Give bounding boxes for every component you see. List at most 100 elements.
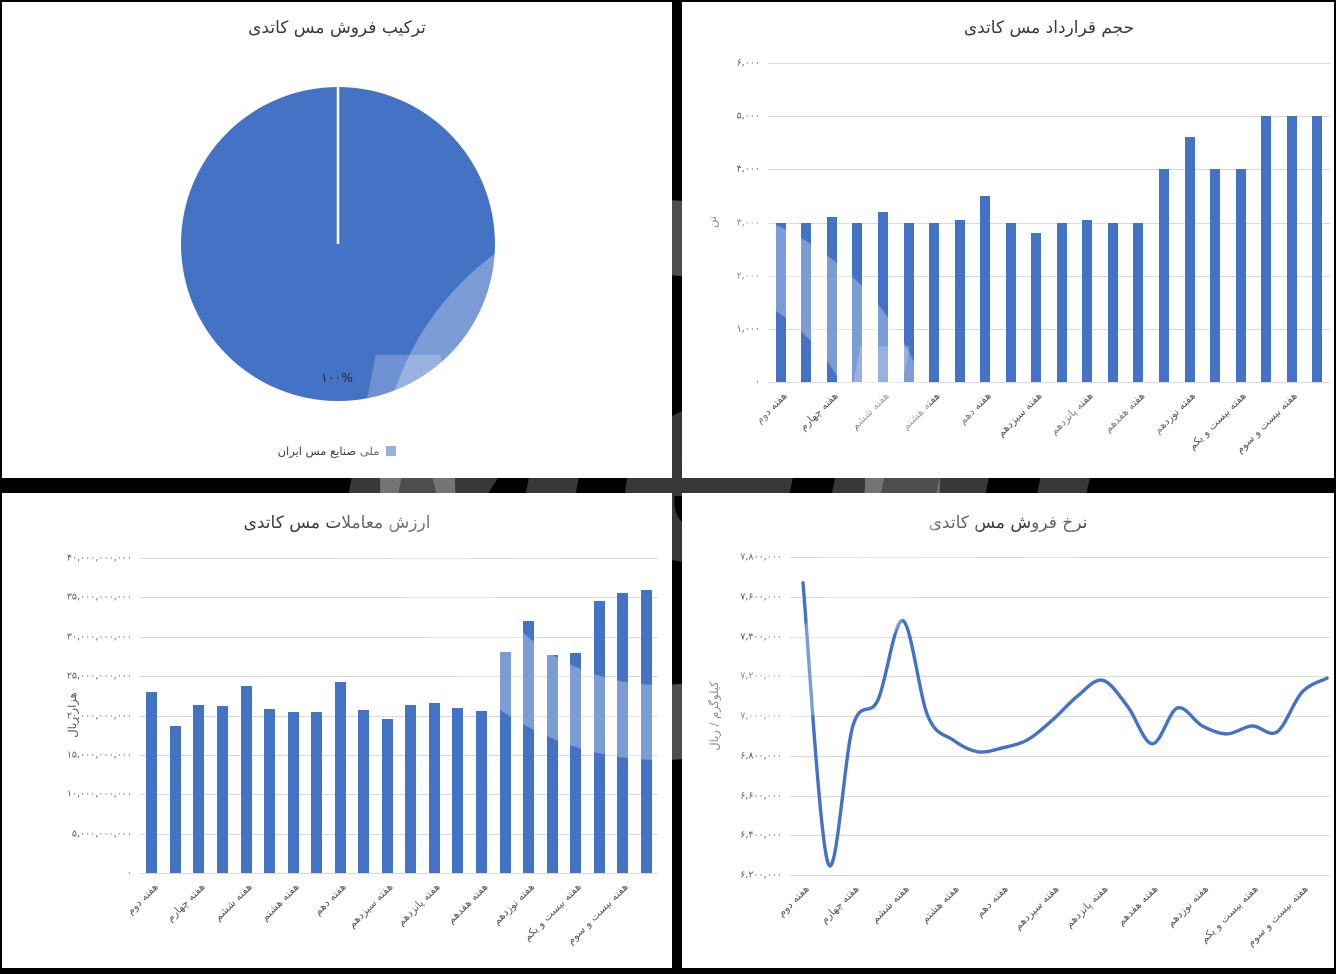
x-axis-tick-label: هفته هشتم <box>259 881 302 924</box>
bar <box>1133 222 1144 382</box>
bar <box>216 706 228 873</box>
bar <box>878 211 888 382</box>
x-axis-tick-label: هفته ششم <box>211 881 255 924</box>
bar <box>954 219 965 382</box>
gridline <box>140 676 658 678</box>
gridline <box>768 328 1330 330</box>
y-axis-tick-label: ۵,۰۰۰ <box>736 110 760 122</box>
legend-label: ملی صنایع مس ایران <box>277 444 380 458</box>
bar <box>801 222 812 382</box>
gridline <box>140 558 658 559</box>
gridline <box>790 557 1330 558</box>
y-axis-tick-label: ۷,۸۰۰,۰۰۰ <box>740 551 782 563</box>
bar <box>311 711 323 873</box>
x-axis-tick-label: هفته نوزدهم <box>490 881 537 928</box>
bar <box>980 195 991 382</box>
bar <box>1184 137 1195 382</box>
legend-swatch-icon <box>386 446 397 456</box>
x-axis-tick-label: هفته چهارم <box>164 881 208 925</box>
y-axis-tick-label: ۴۰,۰۰۰,۰۰۰,۰۰۰ <box>66 552 132 564</box>
x-axis-tick-label: هفته هشتم <box>900 390 943 433</box>
bar <box>852 222 863 382</box>
x-axis-tick-label: هفته ششم <box>848 390 892 433</box>
gridline <box>140 636 658 638</box>
bar <box>1031 233 1042 382</box>
bar <box>381 719 393 873</box>
gridline <box>790 636 1330 638</box>
y-axis-tick-label: ۲,۰۰۰ <box>736 270 760 282</box>
value-chart-title: ارزش معاملات مس کاتدی <box>243 513 431 533</box>
gridline <box>140 833 658 835</box>
bar <box>929 222 939 382</box>
bar <box>428 702 440 873</box>
rate-chart-title: نرخ فروش مس کاتدی <box>928 513 1088 533</box>
y-axis-tick-label: ۰ <box>126 867 132 879</box>
bar <box>1235 169 1246 382</box>
gridline <box>768 169 1330 171</box>
y-axis-tick-label: ۷,۶۰۰,۰۰۰ <box>740 591 782 603</box>
y-axis-tick-label: ۱۰,۰۰۰,۰۰۰,۰۰۰ <box>66 788 132 800</box>
x-axis-tick-label: هفته هفدهم <box>444 881 490 927</box>
bar <box>334 682 346 873</box>
gridline <box>768 222 1330 224</box>
bar <box>775 222 786 382</box>
bar <box>826 217 837 382</box>
bar <box>1005 222 1016 382</box>
y-axis-tick-label: ۱۵,۰۰۰,۰۰۰,۰۰۰ <box>66 749 132 761</box>
bar <box>1312 116 1323 382</box>
pie-chart-panel: ترکیب فروش مس کاتدی ۱۰۰% ملی صنایع مس ای… <box>2 2 672 478</box>
gridline <box>790 755 1330 757</box>
volume-bar-chart-panel: حجم قرارداد مس کاتدی تن ۶,۰۰۰ ۵,۰۰۰ ۴,۰۰۰ ۳… <box>682 2 1334 478</box>
gridline <box>140 873 658 874</box>
rate-line <box>801 581 1329 868</box>
y-axis-tick-label: ۶,۸۰۰,۰۰۰ <box>740 750 782 762</box>
bar <box>546 654 558 873</box>
gridline <box>790 676 1330 678</box>
bar <box>452 707 464 873</box>
value-bar-chart-panel: ارزش معاملات مس کاتدی هزار ریال ۴۰,۰۰۰,۰… <box>2 493 672 968</box>
y-axis-tick-label: ۳,۰۰۰ <box>736 217 760 228</box>
volume-y-axis-title: تن <box>705 216 719 228</box>
x-axis-tick-label: هفته پانزدهم <box>1048 390 1096 438</box>
pie-legend: ملی صنایع مس ایران <box>2 444 672 458</box>
gridline <box>768 382 1330 383</box>
y-axis-tick-label: ۴,۰۰۰ <box>736 163 760 175</box>
bar <box>358 710 370 873</box>
x-axis-tick-label: هفته نوزدهم <box>1151 390 1198 437</box>
bar <box>240 685 252 873</box>
bar <box>1082 219 1093 382</box>
gridline <box>790 716 1330 717</box>
y-axis-tick-label: ۲۵,۰۰۰,۰۰۰,۰۰۰ <box>66 670 132 682</box>
bar <box>640 590 652 873</box>
x-axis-tick-label: هفته سیزدهم <box>346 881 396 931</box>
bar <box>146 691 158 873</box>
gridline <box>140 794 658 796</box>
pie-graphic <box>181 86 495 401</box>
gridline <box>790 875 1330 876</box>
gridline <box>790 835 1330 837</box>
bar <box>1056 222 1067 382</box>
x-axis-tick-label: هفته پانزدهم <box>395 881 443 929</box>
x-axis-tick-label: هفته دهم <box>956 390 994 427</box>
bar <box>287 712 299 873</box>
bar <box>169 725 181 873</box>
x-axis-tick-label: هفته دهم <box>311 881 349 918</box>
bar <box>264 709 275 873</box>
gridline <box>140 597 658 599</box>
gridline <box>768 116 1330 118</box>
pie-chart-title: ترکیب فروش مس کاتدی <box>248 18 426 38</box>
x-axis-tick-label: هفته سیزدهم <box>995 390 1045 440</box>
bar <box>475 710 487 873</box>
bar <box>1210 169 1220 382</box>
bar <box>523 621 534 873</box>
bar <box>1107 222 1118 382</box>
pie-slice-data-label: ۱۰۰% <box>320 370 354 385</box>
bar <box>903 222 914 382</box>
y-axis-tick-label: ۰ <box>754 376 760 388</box>
bar <box>617 593 629 873</box>
y-axis-tick-label: ۶,۶۰۰,۰۰۰ <box>740 790 782 801</box>
y-axis-tick-label: ۱,۰۰۰ <box>736 323 760 335</box>
x-axis-tick-label: هفته هفدهم <box>1101 390 1147 436</box>
